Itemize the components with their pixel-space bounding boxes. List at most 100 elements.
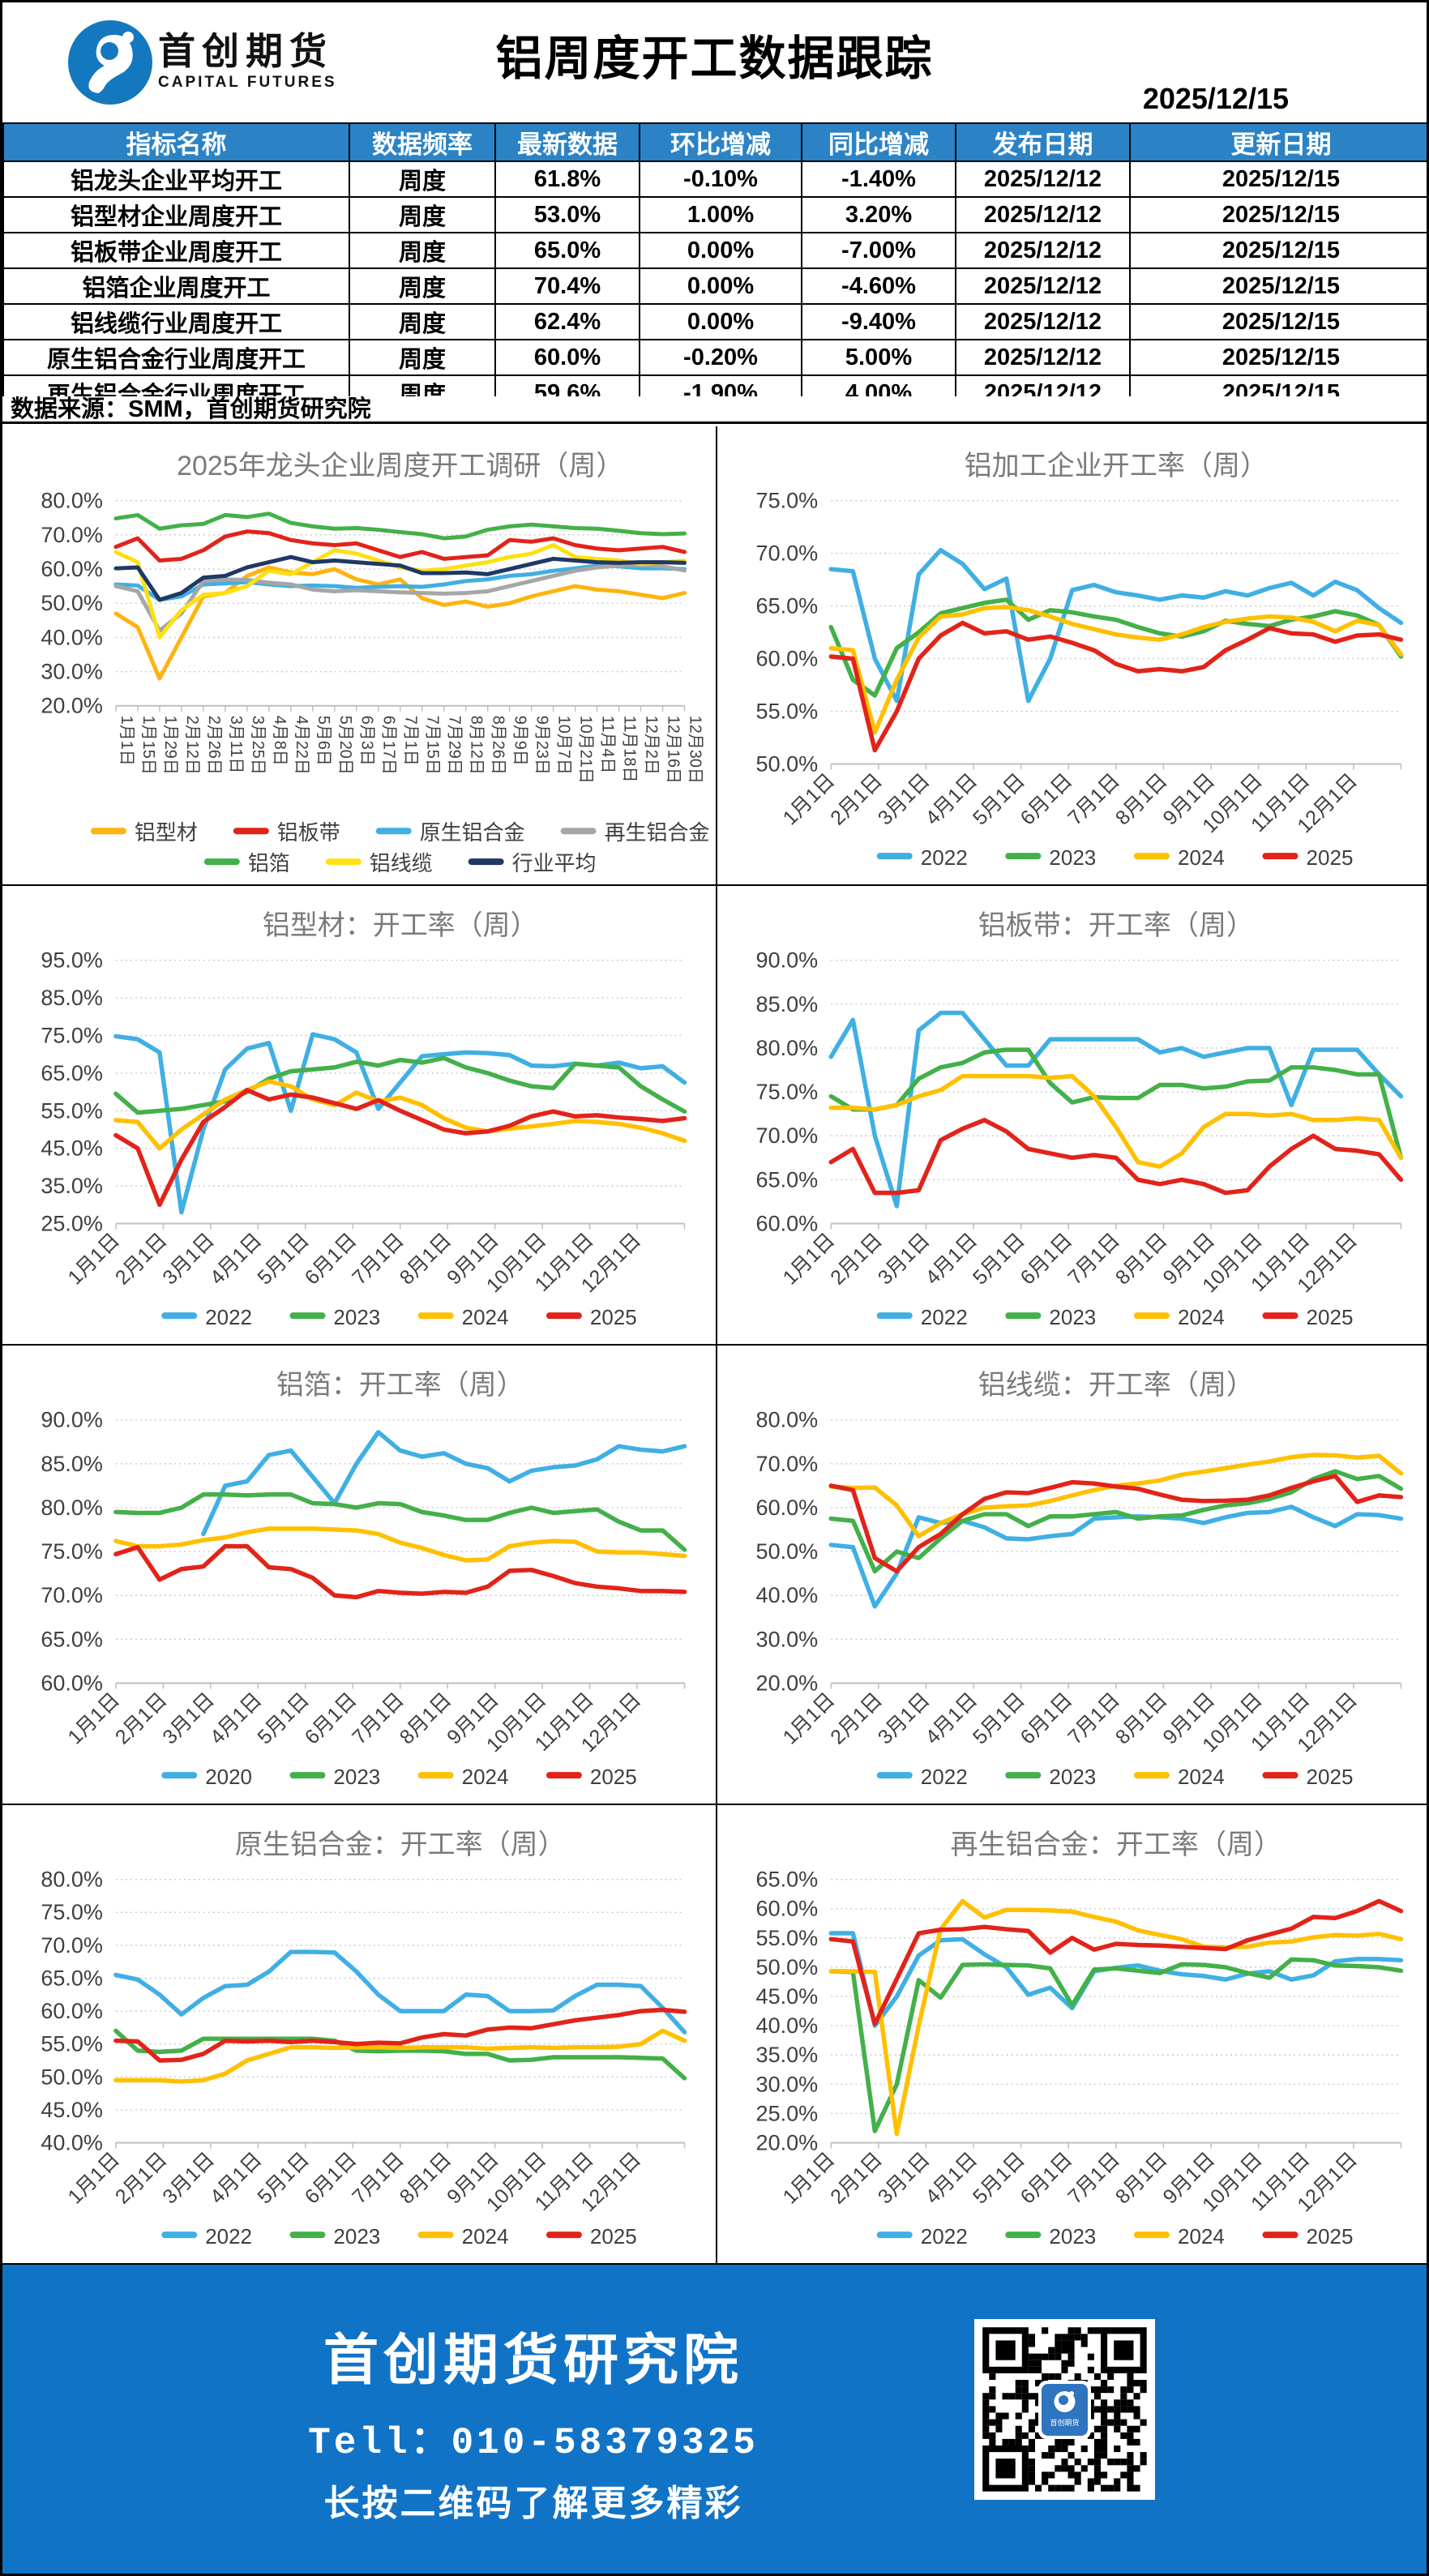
qr-module xyxy=(1042,2327,1049,2334)
qr-module xyxy=(1127,2438,1134,2445)
x-tick-label: 6月1日 xyxy=(1016,1688,1076,1749)
qr-module xyxy=(1127,2478,1134,2485)
legend-swatch-2022 xyxy=(876,1772,913,1779)
qr-module xyxy=(989,2438,996,2445)
legend-swatch-2020 xyxy=(161,1772,198,1779)
qr-module xyxy=(1074,2471,1081,2479)
y-tick-label: 80.0% xyxy=(755,1036,818,1060)
table-cell: 70.4% xyxy=(494,267,640,305)
x-tick-label: 2月1日 xyxy=(826,1229,887,1290)
qr-module xyxy=(1120,2432,1127,2439)
qr-module xyxy=(1002,2412,1009,2420)
qr-module xyxy=(1093,2327,1101,2334)
qr-module xyxy=(1042,2353,1049,2360)
y-tick-label: 35.0% xyxy=(755,2043,818,2067)
y-tick-label: 45.0% xyxy=(41,2098,103,2122)
qr-module xyxy=(1114,2458,1121,2466)
qr-module xyxy=(1120,2458,1127,2466)
qr-module xyxy=(1067,2452,1075,2459)
qr-module xyxy=(1107,2373,1115,2380)
table-cell: 61.8% xyxy=(494,160,640,198)
y-tick-label: 80.0% xyxy=(41,1496,103,1520)
x-tick-label: 5月1日 xyxy=(968,1229,1029,1290)
col-header-0: 指标名称 xyxy=(2,122,350,162)
qr-module xyxy=(1042,2452,1049,2459)
qr-module xyxy=(1042,2471,1049,2479)
qr-module xyxy=(982,2399,990,2407)
qr-module xyxy=(1107,2406,1115,2413)
qr-module xyxy=(1028,2419,1035,2426)
qr-module xyxy=(1028,2393,1035,2400)
qr-module xyxy=(1067,2484,1075,2492)
x-tick-label: 3月1日 xyxy=(158,1229,219,1290)
qr-module xyxy=(1028,2458,1035,2466)
y-tick-label: 55.0% xyxy=(41,2032,103,2056)
qr-module xyxy=(1114,2484,1121,2492)
qr-module xyxy=(1002,2438,1009,2445)
table-cell: 铝龙头企业平均开工 xyxy=(2,160,350,198)
x-tick-label: 1月1日 xyxy=(778,1688,839,1749)
qr-module xyxy=(1114,2406,1121,2413)
qr-module xyxy=(1028,2438,1035,2445)
qr-module xyxy=(1133,2393,1140,2400)
qr-module xyxy=(1021,2393,1029,2400)
qr-module xyxy=(1114,2445,1121,2453)
series-line-行业平均 xyxy=(113,554,687,602)
table-cell: 60.0% xyxy=(494,339,640,376)
qr-finder xyxy=(995,2340,1016,2360)
capital-futures-logo-icon xyxy=(68,20,152,105)
chart-title: 铝板带：开工率（周） xyxy=(978,910,1253,941)
y-tick-label: 50.0% xyxy=(755,752,818,777)
legend-label-2022: 2022 xyxy=(205,1307,252,1329)
qr-module xyxy=(1028,2445,1035,2453)
qr-module xyxy=(989,2393,996,2400)
qr-module xyxy=(1107,2484,1115,2492)
qr-module xyxy=(1048,2373,1055,2380)
legend-label-铝板带: 铝板带 xyxy=(277,821,340,845)
series-line-2024 xyxy=(828,1898,1403,2137)
qr-module xyxy=(1035,2360,1042,2367)
qr-module xyxy=(1127,2452,1134,2459)
table-cell: 原生铝合金行业周度开工 xyxy=(2,339,350,376)
series-line-2022 xyxy=(828,1504,1403,1609)
legend-label-2025: 2025 xyxy=(590,2226,637,2249)
y-tick-label: 70.0% xyxy=(755,541,818,566)
legend-swatch-2025 xyxy=(546,1772,582,1779)
legend-label-2022: 2022 xyxy=(920,1305,967,1329)
y-tick-label: 70.0% xyxy=(41,523,103,547)
qr-module xyxy=(1101,2438,1108,2445)
table-cell: 2025/12/15 xyxy=(1129,160,1427,198)
series-line-2025 xyxy=(828,1898,1403,2026)
y-tick-label: 75.0% xyxy=(755,489,818,513)
y-tick-label: 65.0% xyxy=(41,1627,103,1651)
qr-module xyxy=(1120,2471,1127,2479)
table-header-row: 指标名称 数据频率 最新数据 环比增减 同比增减 发布日期 更新日期 xyxy=(2,122,1427,162)
legend-label-2025: 2025 xyxy=(1306,2224,1353,2249)
x-tick-label: 7月15日 xyxy=(424,716,442,775)
series-line-2024 xyxy=(113,2028,687,2084)
qr-module xyxy=(1028,2340,1035,2347)
table-cell: 0.00% xyxy=(639,303,802,340)
qr-module xyxy=(989,2419,996,2426)
qr-module xyxy=(1074,2373,1081,2380)
x-tick-label: 4月1日 xyxy=(921,2148,982,2209)
qr-module xyxy=(1087,2484,1094,2492)
x-tick-label: 5月1日 xyxy=(968,2148,1029,2209)
legend-label-2024: 2024 xyxy=(1177,845,1224,870)
table-cell: 2025/12/15 xyxy=(1129,267,1427,305)
qr-module xyxy=(1101,2484,1108,2492)
legend-swatch-2023 xyxy=(1004,1312,1041,1320)
table-cell: -0.10% xyxy=(639,160,802,198)
y-tick-label: 70.0% xyxy=(755,1123,818,1148)
x-tick-label: 4月1日 xyxy=(206,1688,267,1749)
y-tick-label: 30.0% xyxy=(755,2072,818,2096)
legend-swatch-2022 xyxy=(876,853,913,860)
legend-label-原生铝合金: 原生铝合金 xyxy=(420,821,525,845)
col-header-1: 数据频率 xyxy=(349,122,496,162)
qr-module xyxy=(982,2406,990,2413)
table-cell: 周度 xyxy=(349,232,496,269)
x-tick-label: 2月1日 xyxy=(826,769,887,830)
qr-module xyxy=(995,2425,1003,2433)
table-cell: -9.40% xyxy=(801,303,956,340)
qr-module xyxy=(1120,2419,1127,2426)
